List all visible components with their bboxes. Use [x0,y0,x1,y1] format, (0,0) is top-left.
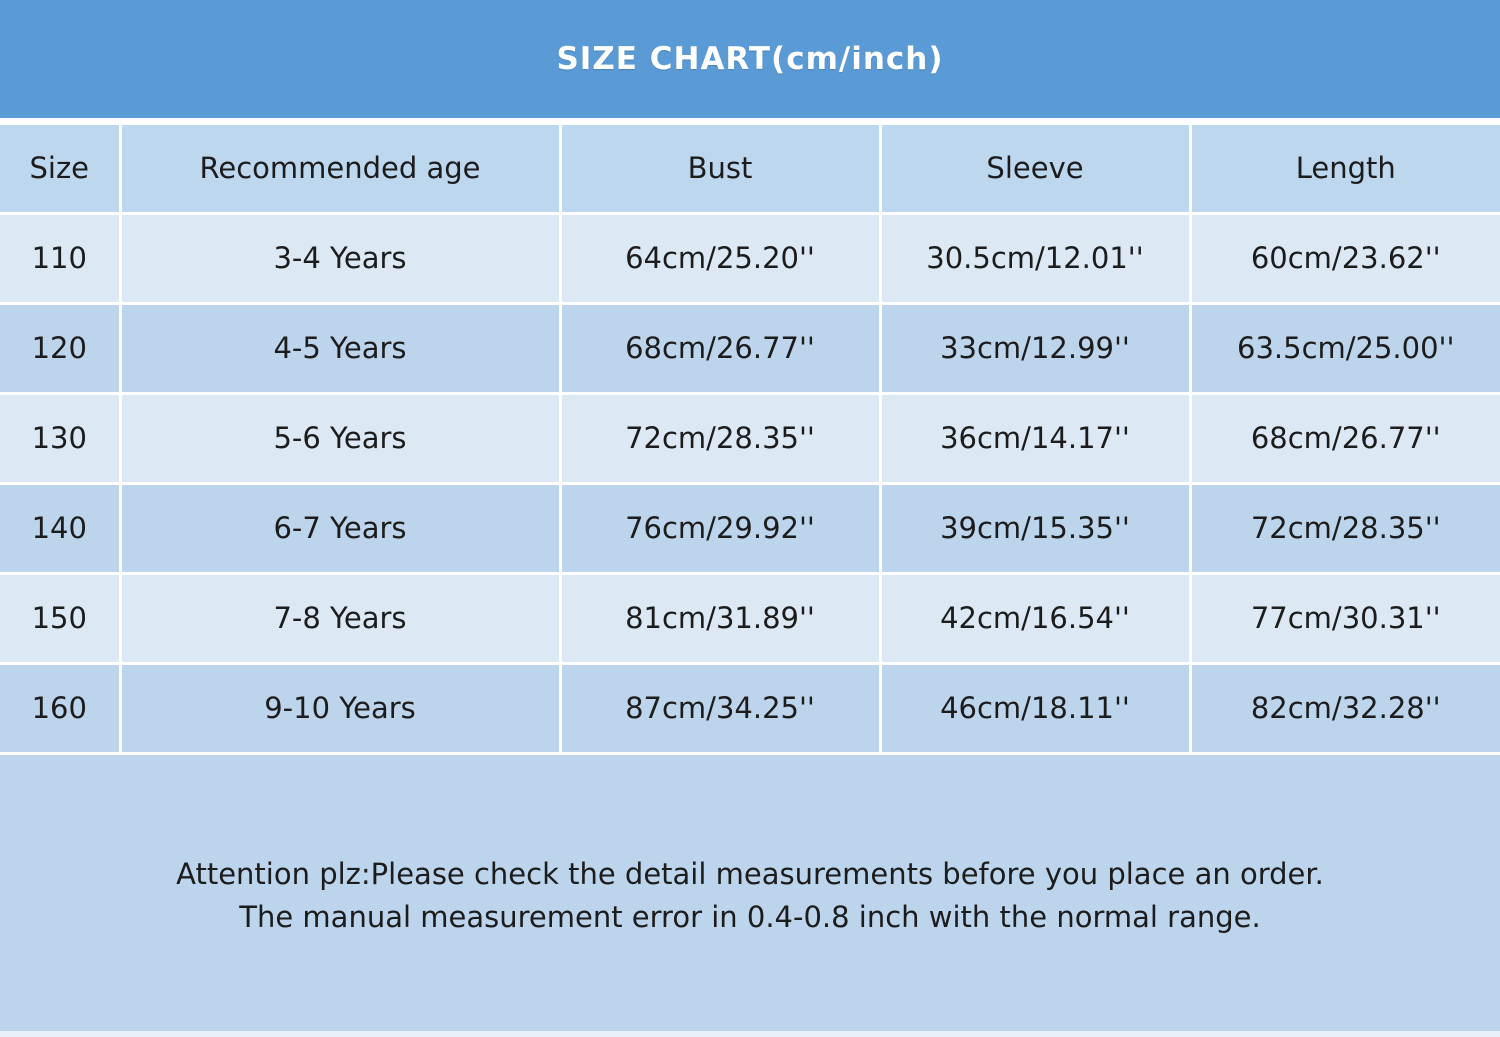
table-row: 140 6-7 Years 76cm/29.92'' 39cm/15.35'' … [0,483,1500,575]
cell-size: 150 [0,573,122,665]
table-header-row: Size Recommended age Bust Sleeve Length [0,125,1500,215]
col-header-length: Length [1190,125,1500,215]
cell-age: 4-5 Years [120,303,562,395]
cell-length: 63.5cm/25.00'' [1190,303,1500,395]
title-divider [0,118,1500,125]
cell-sleeve: 42cm/16.54'' [880,573,1192,665]
cell-sleeve: 39cm/15.35'' [880,483,1192,575]
note-line-1: Attention plz:Please check the detail me… [176,856,1324,891]
note-line-2: The manual measurement error in 0.4-0.8 … [239,899,1261,934]
cell-sleeve: 33cm/12.99'' [880,303,1192,395]
size-table: Size Recommended age Bust Sleeve Length … [0,125,1500,755]
cell-age: 9-10 Years [120,663,562,755]
title-band: SIZE CHART(cm/inch) [0,0,1500,118]
attention-note: Attention plz:Please check the detail me… [0,754,1500,1031]
col-header-age: Recommended age [120,125,562,215]
col-header-size: Size [0,125,122,215]
cell-age: 5-6 Years [120,393,562,485]
cell-sleeve: 36cm/14.17'' [880,393,1192,485]
cell-length: 82cm/32.28'' [1190,663,1500,755]
cell-size: 140 [0,483,122,575]
cell-age: 3-4 Years [120,213,562,305]
cell-age: 7-8 Years [120,573,562,665]
cell-size: 120 [0,303,122,395]
table-row: 160 9-10 Years 87cm/34.25'' 46cm/18.11''… [0,663,1500,755]
cell-size: 160 [0,663,122,755]
cell-length: 68cm/26.77'' [1190,393,1500,485]
bottom-strip [0,1031,1500,1037]
cell-sleeve: 46cm/18.11'' [880,663,1192,755]
cell-bust: 64cm/25.20'' [560,213,882,305]
col-header-bust: Bust [560,125,882,215]
page-title: SIZE CHART(cm/inch) [556,41,944,77]
cell-sleeve: 30.5cm/12.01'' [880,213,1192,305]
cell-bust: 87cm/34.25'' [560,663,882,755]
cell-size: 130 [0,393,122,485]
table-row: 130 5-6 Years 72cm/28.35'' 36cm/14.17'' … [0,393,1500,485]
cell-bust: 68cm/26.77'' [560,303,882,395]
cell-age: 6-7 Years [120,483,562,575]
cell-length: 72cm/28.35'' [1190,483,1500,575]
table-row: 150 7-8 Years 81cm/31.89'' 42cm/16.54'' … [0,573,1500,665]
cell-bust: 76cm/29.92'' [560,483,882,575]
cell-length: 77cm/30.31'' [1190,573,1500,665]
cell-bust: 81cm/31.89'' [560,573,882,665]
col-header-sleeve: Sleeve [880,125,1192,215]
cell-size: 110 [0,213,122,305]
cell-bust: 72cm/28.35'' [560,393,882,485]
table-row: 110 3-4 Years 64cm/25.20'' 30.5cm/12.01'… [0,213,1500,305]
table-row: 120 4-5 Years 68cm/26.77'' 33cm/12.99'' … [0,303,1500,395]
cell-length: 60cm/23.62'' [1190,213,1500,305]
